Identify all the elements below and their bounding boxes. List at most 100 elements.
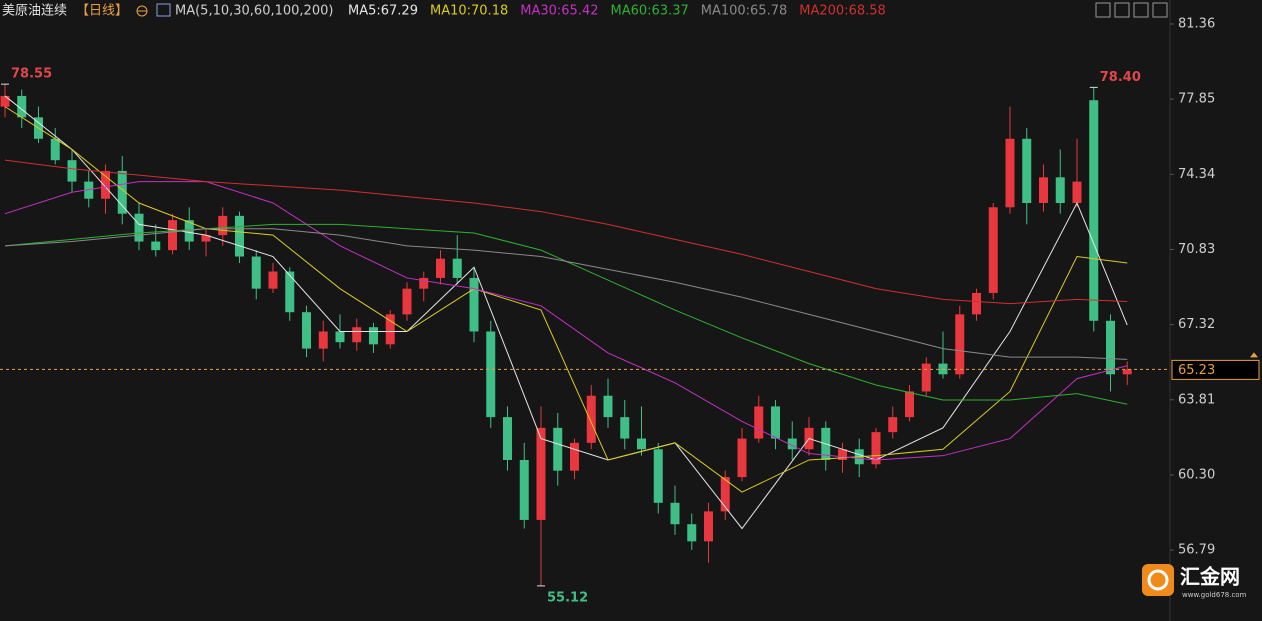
ma-line	[4, 228, 1128, 360]
candle-body	[838, 449, 847, 460]
candle-body	[1122, 369, 1132, 375]
candle-body	[503, 417, 512, 460]
candle-body	[586, 395, 596, 443]
y-tick-label: 63.81	[1178, 392, 1215, 407]
legend-entry: MA200:68.58	[799, 4, 886, 19]
candle-body	[419, 277, 429, 289]
candle-body	[101, 170, 110, 199]
candle-body	[1039, 177, 1048, 204]
candle-body	[871, 432, 881, 465]
ma-line	[4, 95, 1128, 530]
candle-body	[302, 312, 311, 349]
tool-button[interactable]	[1152, 2, 1168, 18]
candle-body	[134, 213, 144, 242]
candle-body	[385, 314, 395, 345]
candle-body	[787, 438, 797, 450]
candle-body	[0, 95, 10, 107]
legend-entry: MA100:65.78	[701, 4, 788, 19]
logo-url: www.gold678.com	[1182, 591, 1247, 599]
extreme-label: 78.55	[11, 67, 52, 82]
candle-body	[318, 331, 328, 349]
candle-body	[352, 327, 362, 343]
tool-button[interactable]	[1095, 2, 1111, 18]
candle-body	[251, 256, 261, 289]
candle-body	[988, 207, 998, 293]
candle-body	[720, 477, 730, 512]
candle-body	[553, 427, 563, 471]
candle-body	[452, 258, 462, 278]
candle-body	[704, 511, 713, 542]
candle-body	[637, 438, 646, 450]
candle-body	[117, 170, 127, 214]
candle-body	[151, 241, 161, 251]
candle-body	[905, 391, 914, 418]
candle-body	[369, 327, 378, 345]
candle-body	[737, 438, 747, 478]
candle-body	[218, 215, 228, 236]
candle-body	[1055, 177, 1065, 204]
candle-body	[285, 271, 295, 313]
indicator-icon[interactable]	[156, 3, 171, 17]
candle-body	[17, 95, 27, 118]
candle-body	[1089, 100, 1099, 321]
candle-body	[955, 314, 965, 375]
tool-button[interactable]	[1114, 2, 1130, 18]
candle-body	[335, 331, 345, 343]
extreme-label: 55.12	[547, 590, 588, 605]
candle-body	[687, 524, 697, 542]
candle-body	[67, 160, 77, 182]
legend-entry: MA5:67.29	[348, 4, 418, 19]
candle-body	[972, 292, 981, 315]
candle-body	[1005, 138, 1015, 208]
last-price-box	[1171, 359, 1260, 380]
ma-line	[4, 181, 1128, 461]
candle-body	[235, 215, 244, 257]
candle-body	[519, 459, 529, 520]
candle-body	[486, 331, 496, 418]
candle-body	[921, 363, 931, 392]
candle-body	[50, 138, 60, 161]
candle-body	[1106, 320, 1115, 375]
candle-body	[620, 417, 630, 439]
candle-body	[888, 417, 898, 433]
candle-body	[653, 449, 663, 503]
ma-line	[4, 159, 1128, 305]
logo-icon	[1147, 569, 1169, 591]
candle-body	[1022, 138, 1032, 204]
candle-body	[268, 271, 278, 289]
toolbar	[1095, 2, 1168, 18]
candle-body	[402, 288, 412, 315]
tool-button[interactable]	[1133, 2, 1149, 18]
indicator: MA(5,10,30,60,100,200)	[175, 4, 333, 19]
y-tick-label: 74.34	[1178, 167, 1215, 182]
candle-body	[168, 220, 177, 251]
candle-body	[201, 235, 211, 242]
last-price-arrow	[1250, 352, 1258, 358]
y-tick-label: 77.85	[1178, 92, 1215, 107]
candle-body	[670, 502, 680, 525]
period[interactable]: 【日线】	[76, 4, 128, 19]
logo: 汇金网 www.gold678.com	[1142, 564, 1247, 599]
candle-body	[536, 427, 546, 520]
extreme-label: 78.40	[1100, 70, 1141, 85]
candle-body	[570, 442, 579, 471]
legend-entry: MA10:70.18	[430, 4, 508, 19]
candle-body	[84, 181, 94, 199]
candle-body	[603, 395, 613, 418]
logo-name: 汇金网	[1180, 565, 1240, 589]
ma-line	[4, 106, 1128, 493]
candle-body	[184, 220, 194, 242]
logo-icon	[1142, 564, 1174, 596]
legend-entry: MA30:65.42	[520, 4, 598, 19]
legend-entry: MA60:63.37	[610, 4, 688, 19]
candle-body	[436, 258, 445, 278]
chart-title: 美原油连续	[2, 3, 67, 19]
candle-body	[1072, 181, 1082, 204]
legend: MA5:67.29 MA10:70.18 MA30:65.42 MA60:63.37 M…	[348, 4, 886, 19]
y-tick-label: 70.83	[1178, 242, 1215, 257]
candle-body	[469, 277, 479, 332]
candle-body	[771, 406, 780, 439]
y-tick-label: 67.32	[1178, 317, 1215, 332]
